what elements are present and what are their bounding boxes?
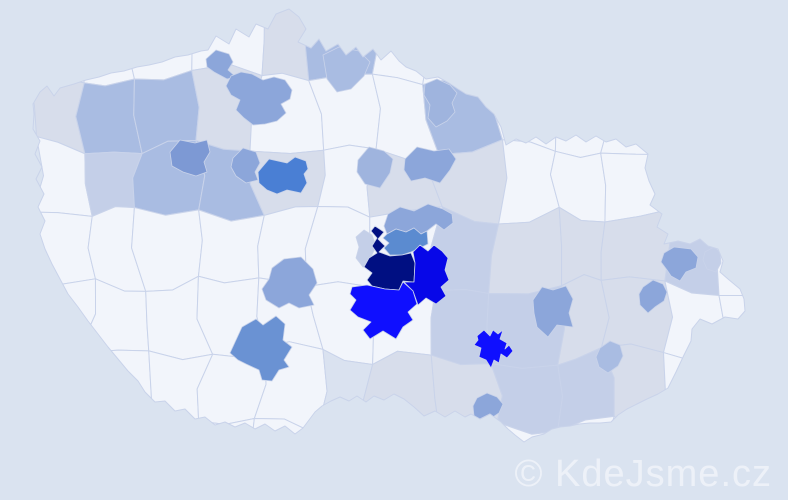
district-cell[interactable]	[421, 421, 498, 500]
district-se-light[interactable]	[595, 340, 624, 374]
district-cell[interactable]	[21, 352, 82, 431]
district-north-blob[interactable]	[225, 71, 293, 126]
district-bright-star[interactable]	[473, 329, 514, 369]
district-cell[interactable]	[552, 1, 613, 81]
district-cell[interactable]	[603, 415, 673, 495]
district-cell[interactable]	[711, 74, 786, 153]
district-cell[interactable]	[198, 418, 261, 499]
district-cell[interactable]	[75, 78, 143, 155]
district-cell[interactable]	[23, 0, 86, 84]
district-cell[interactable]	[76, 0, 136, 87]
district-cell[interactable]	[249, 418, 329, 500]
district-sw-steel[interactable]	[229, 315, 293, 382]
district-center-north[interactable]	[230, 147, 261, 184]
district-cell[interactable]	[552, 415, 615, 500]
district-cell[interactable]	[362, 350, 441, 439]
district-far-east-1[interactable]	[660, 246, 699, 282]
district-cell[interactable]	[657, 432, 733, 500]
district-cell[interactable]	[371, 1, 436, 86]
district-south-periwinkle[interactable]	[472, 392, 504, 424]
district-cell[interactable]	[655, 9, 730, 76]
country-outline	[32, 8, 746, 443]
district-far-east-2[interactable]	[638, 279, 668, 314]
district-cell[interactable]	[713, 9, 788, 79]
district-cell[interactable]	[655, 69, 721, 156]
district-west-periwinkle[interactable]	[169, 139, 211, 177]
district-cell[interactable]	[197, 209, 265, 284]
district-east-periwinkle[interactable]	[403, 146, 457, 184]
district-cell[interactable]	[600, 152, 677, 223]
district-cell[interactable]	[21, 426, 97, 492]
district-cell[interactable]	[490, 363, 564, 435]
district-ne-light[interactable]	[423, 78, 458, 128]
district-nw-wedge[interactable]	[205, 49, 237, 80]
district-se-periwinkle[interactable]	[532, 285, 574, 338]
district-cell[interactable]	[719, 345, 788, 438]
district-cell[interactable]	[491, 421, 561, 500]
district-cell[interactable]	[315, 428, 385, 500]
district-cell[interactable]	[77, 349, 154, 432]
district-cell[interactable]	[715, 208, 788, 297]
district-bright-east[interactable]	[403, 244, 450, 306]
district-mid-periwinkle[interactable]	[261, 256, 318, 309]
district-east-light[interactable]	[356, 146, 394, 189]
district-cell[interactable]	[484, 6, 558, 81]
district-cell[interactable]	[716, 430, 788, 500]
district-cell[interactable]	[80, 426, 154, 500]
district-cell[interactable]	[365, 431, 441, 500]
district-cell[interactable]	[131, 207, 203, 292]
district-cell[interactable]	[667, 146, 721, 210]
district-cell[interactable]	[261, 0, 310, 82]
district-bright-south[interactable]	[349, 281, 418, 340]
district-cell[interactable]	[713, 140, 788, 216]
district-cell[interactable]	[600, 71, 675, 156]
district-cell[interactable]	[657, 352, 733, 436]
district-cell[interactable]	[141, 420, 211, 498]
district-west-cornflower[interactable]	[257, 156, 309, 195]
district-cell[interactable]	[422, 7, 503, 86]
district-cell[interactable]	[24, 278, 97, 360]
district-cell[interactable]	[20, 211, 96, 292]
district-cell[interactable]	[595, 1, 667, 76]
